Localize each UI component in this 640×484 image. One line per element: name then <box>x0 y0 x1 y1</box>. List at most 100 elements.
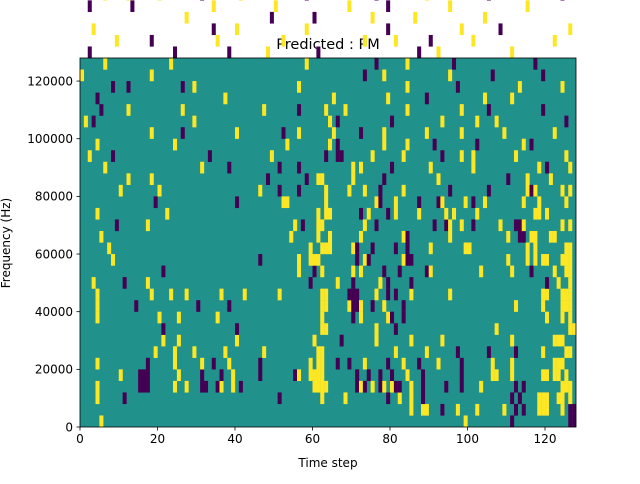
heatmap-cell <box>530 139 534 151</box>
heatmap-cell <box>448 231 452 243</box>
heatmap-cell <box>561 358 565 370</box>
heatmap-cell <box>150 289 154 301</box>
heatmap-cell <box>212 23 216 35</box>
heatmap-cell <box>293 369 297 381</box>
heatmap-cell <box>561 300 565 312</box>
heatmap-cell <box>169 289 173 301</box>
heatmap-cell <box>274 0 278 12</box>
heatmap-cell <box>533 185 537 197</box>
heatmap-cell <box>568 23 572 35</box>
heatmap-cell <box>518 81 522 93</box>
heatmap-cell <box>185 289 189 301</box>
heatmap-cell <box>328 116 332 128</box>
heatmap-cell <box>510 392 514 404</box>
heatmap-cell <box>375 289 379 301</box>
heatmap-cell <box>235 23 239 35</box>
heatmap-cell <box>402 150 406 162</box>
heatmap-cell <box>564 266 568 278</box>
heatmap-cell <box>448 70 452 82</box>
heatmap-cell <box>297 104 301 116</box>
heatmap-cell <box>382 173 386 185</box>
heatmap-cell <box>278 162 282 174</box>
heatmap-cell <box>510 335 514 347</box>
heatmap-cell <box>545 208 549 220</box>
heatmap-cell <box>564 346 568 358</box>
heatmap-cell <box>359 381 363 393</box>
heatmap-cell <box>99 415 103 427</box>
heatmap-cell <box>526 254 530 266</box>
heatmap-cell <box>313 335 317 347</box>
heatmap-cell <box>568 312 572 324</box>
heatmap-cell <box>533 243 537 255</box>
heatmap-cell <box>425 404 429 416</box>
heatmap-cell <box>320 289 324 301</box>
heatmap-cell <box>402 231 406 243</box>
heatmap-cell <box>328 208 332 220</box>
heatmap-cell <box>491 358 495 370</box>
heatmap-cell <box>448 219 452 231</box>
heatmap-cell <box>262 104 266 116</box>
heatmap-cell <box>561 335 565 347</box>
y-tick-label: 40000 <box>35 305 73 319</box>
heatmap-cell <box>309 369 313 381</box>
heatmap-cell <box>402 300 406 312</box>
heatmap-cell <box>220 289 224 301</box>
heatmap-cell <box>417 208 421 220</box>
heatmap-cell <box>351 277 355 289</box>
heatmap-cell <box>130 0 134 12</box>
heatmap-cell <box>96 300 100 312</box>
heatmap-cell <box>557 277 561 289</box>
heatmap-cell <box>347 0 351 12</box>
heatmap-cell <box>386 0 390 12</box>
heatmap-cell <box>382 266 386 278</box>
heatmap-cell <box>359 162 363 174</box>
heatmap-cell <box>309 277 313 289</box>
heatmap-cell <box>495 369 499 381</box>
heatmap-cell <box>297 81 301 93</box>
heatmap-cell <box>471 35 475 47</box>
heatmap-cell <box>297 266 301 278</box>
heatmap-cell <box>533 58 537 70</box>
heatmap-cell <box>375 323 379 335</box>
heatmap-cell <box>421 404 425 416</box>
heatmap-cell <box>309 358 313 370</box>
heatmap-cell <box>394 243 398 255</box>
heatmap-cell <box>177 335 181 347</box>
heatmap-cell <box>510 369 514 381</box>
heatmap-cell <box>111 150 115 162</box>
heatmap-cell <box>475 404 479 416</box>
heatmap-cell <box>375 219 379 231</box>
heatmap-cell <box>359 312 363 324</box>
heatmap-cell <box>561 254 565 266</box>
heatmap-cell <box>324 185 328 197</box>
heatmap-cell <box>204 381 208 393</box>
heatmap-cell <box>158 185 162 197</box>
heatmap-cell <box>309 254 313 266</box>
heatmap-cell <box>568 185 572 197</box>
heatmap-cell <box>541 70 545 82</box>
heatmap-cell <box>561 381 565 393</box>
heatmap-cell <box>409 335 413 347</box>
heatmap-cell <box>471 150 475 162</box>
heatmap-cell <box>355 289 359 301</box>
heatmap-cell <box>394 196 398 208</box>
heatmap-cell <box>278 289 282 301</box>
heatmap-cell <box>409 254 413 266</box>
heatmap-cell <box>150 173 154 185</box>
heatmap-cell <box>429 35 433 47</box>
heatmap-cell <box>88 46 92 58</box>
heatmap-cell <box>359 266 363 278</box>
heatmap-cell <box>382 127 386 139</box>
heatmap-cell <box>297 162 301 174</box>
heatmap-cell <box>161 335 165 347</box>
heatmap-cell <box>347 300 351 312</box>
heatmap-cell <box>564 243 568 255</box>
heatmap-cell <box>363 254 367 266</box>
heatmap-cell <box>336 139 340 151</box>
heatmap-cell <box>359 300 363 312</box>
heatmap-cell <box>475 116 479 128</box>
heatmap-cell <box>363 219 367 231</box>
heatmap-cell <box>514 346 518 358</box>
heatmap-cell <box>572 323 576 335</box>
